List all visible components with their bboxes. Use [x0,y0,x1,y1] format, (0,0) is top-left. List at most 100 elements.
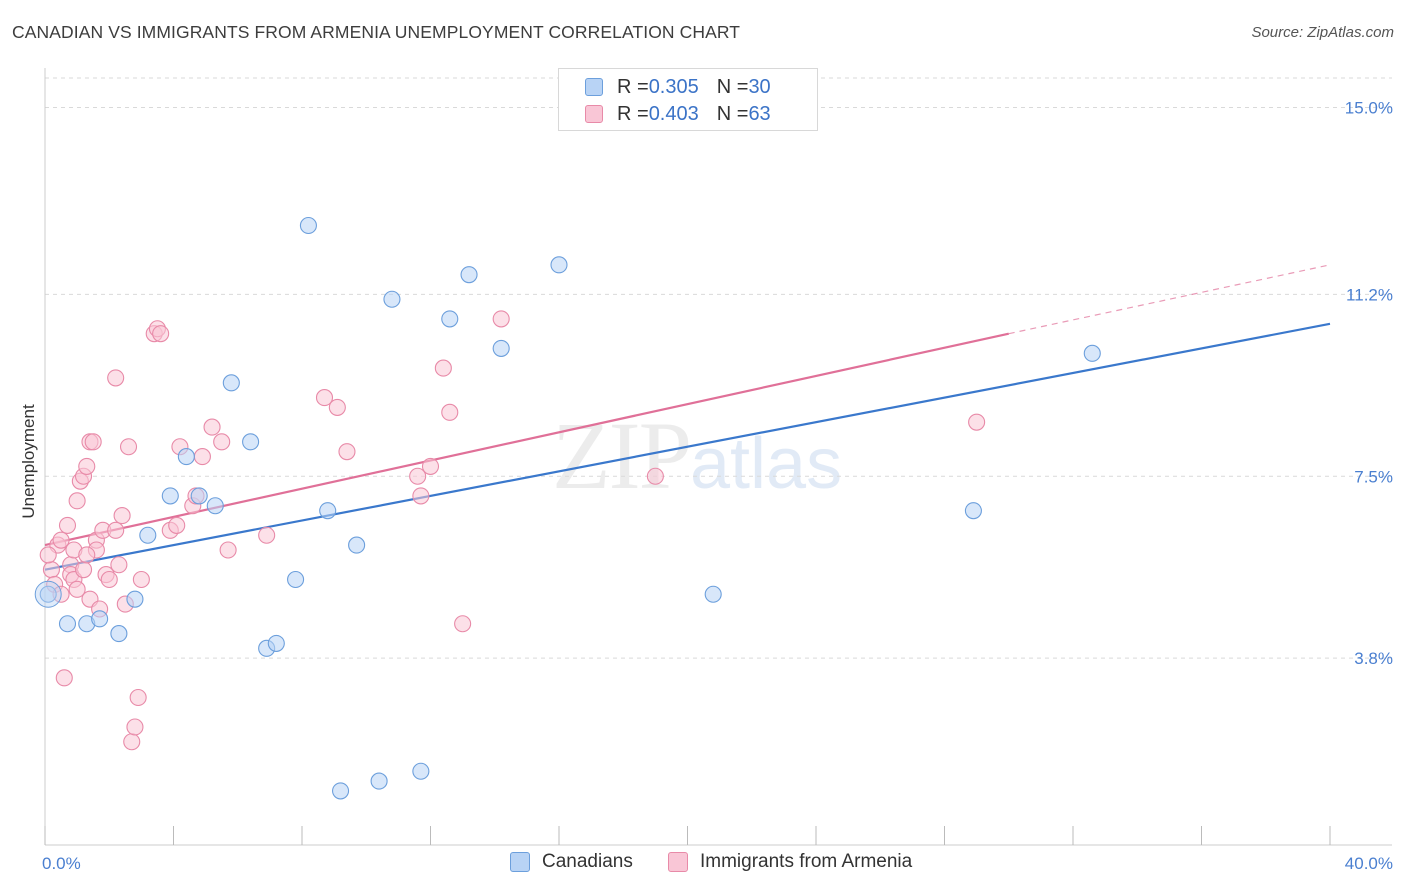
legend-n-label: N = [716,75,749,98]
point-armenia [68,492,86,510]
bottom-legend: Canadians Immigrants from Armenia [0,851,1406,877]
grid-lines [45,77,1392,659]
point-armenia [100,570,118,589]
point-armenia [119,438,138,456]
point-armenia [107,521,125,539]
point-armenia [203,418,221,436]
trend-line-canadians [44,322,1331,571]
point-armenia [132,570,150,589]
legend-row-canadians: R = 0.305 N = 30 [585,74,771,100]
y-tick-label: 11.2% [1346,285,1393,304]
point-armenia [219,541,237,559]
point-armenia [42,561,60,579]
point-canadians-cluster [34,580,62,608]
point-canadians [242,433,260,451]
bottom-legend-label-canadians: Canadians [542,851,633,872]
bottom-legend-swatch-armenia [668,852,688,872]
point-armenia [58,516,77,534]
point-canadians [331,782,350,800]
bottom-legend-label-armenia: Immigrants from Armenia [700,851,913,872]
point-canadians [704,585,722,603]
legend: R = 0.305 N = 30 R = 0.403 N = 63 [558,68,818,131]
point-canadians [964,502,982,520]
point-armenia [421,457,440,475]
legend-swatch-armenia [585,105,603,123]
point-canadians [126,590,144,608]
point-canadians [550,256,568,274]
point-armenia [409,467,427,485]
point-armenia [68,580,86,598]
point-armenia [968,413,986,431]
point-armenia [328,398,346,416]
trend-line-armenia [44,332,1009,547]
y-tick-label: 15.0% [1345,99,1393,118]
point-armenia [78,546,96,564]
point-armenia [258,526,276,544]
legend-r-value: 0.403 [648,102,699,125]
point-armenia [123,733,141,751]
point-canadians [177,448,195,466]
point-armenia [315,389,334,407]
data-points [34,216,1101,800]
point-armenia [412,487,430,505]
chart-source: Source: ZipAtlas.com [1251,24,1394,41]
bottom-legend-canadians: Canadians [510,851,633,873]
point-armenia [168,516,186,534]
point-armenia [78,457,96,475]
point-armenia [110,556,128,574]
point-armenia [39,546,57,564]
point-armenia [107,369,125,387]
point-armenia [113,507,131,525]
point-armenia [434,359,452,377]
point-canadians [370,772,388,790]
point-armenia [338,443,356,461]
y-tick-label: 7.5% [1354,467,1393,486]
watermark-zip: ZIP [552,402,692,509]
legend-n-value: 30 [748,75,771,98]
axes [44,68,1392,846]
point-armenia [152,325,170,343]
point-canadians [319,502,337,520]
watermark-atlas: atlas [690,424,843,504]
point-armenia [646,467,664,485]
point-canadians [412,762,430,780]
point-armenia [441,403,459,421]
point-canadians [348,536,366,554]
point-canadians [190,487,208,505]
y-axis-label: Unemployment [19,404,38,519]
point-canadians [299,216,317,235]
trend-lines [44,264,1331,571]
chart-title: CANADIAN VS IMMIGRANTS FROM ARMENIA UNEM… [12,22,741,42]
y-tick-label: 3.8% [1354,649,1393,668]
point-canadians [222,374,240,392]
point-armenia [84,433,102,451]
point-canadians [267,634,285,652]
trend-line-armenia-extension [1008,264,1331,335]
point-armenia [52,531,70,549]
tick-labels: 3.8% 7.5% 11.2% 15.0% 0.0% 40.0% Unemployment [19,99,1393,874]
legend-swatch-canadians [585,78,603,96]
bottom-legend-armenia: Immigrants from Armenia [668,851,912,873]
point-canadians [441,310,459,328]
point-armenia [213,433,231,451]
legend-n-label: N = [716,102,749,125]
x-tick-label: 0.0% [42,854,81,873]
bottom-legend-swatch-canadians [510,852,530,872]
point-canadians [91,610,109,628]
point-armenia [75,561,93,579]
point-armenia [126,718,144,736]
point-canadians [58,615,77,633]
legend-row-armenia: R = 0.403 N = 63 [585,101,771,127]
legend-n-value: 63 [748,102,771,125]
point-canadians [1083,344,1101,362]
point-armenia [129,688,147,707]
legend-r-value: 0.305 [648,75,699,98]
point-canadians [110,625,128,643]
point-canadians [206,497,224,515]
point-canadians [161,487,179,505]
point-armenia [193,448,211,466]
legend-r-label: R = [617,102,649,125]
legend-r-label: R = [617,75,649,98]
point-canadians [287,570,305,589]
